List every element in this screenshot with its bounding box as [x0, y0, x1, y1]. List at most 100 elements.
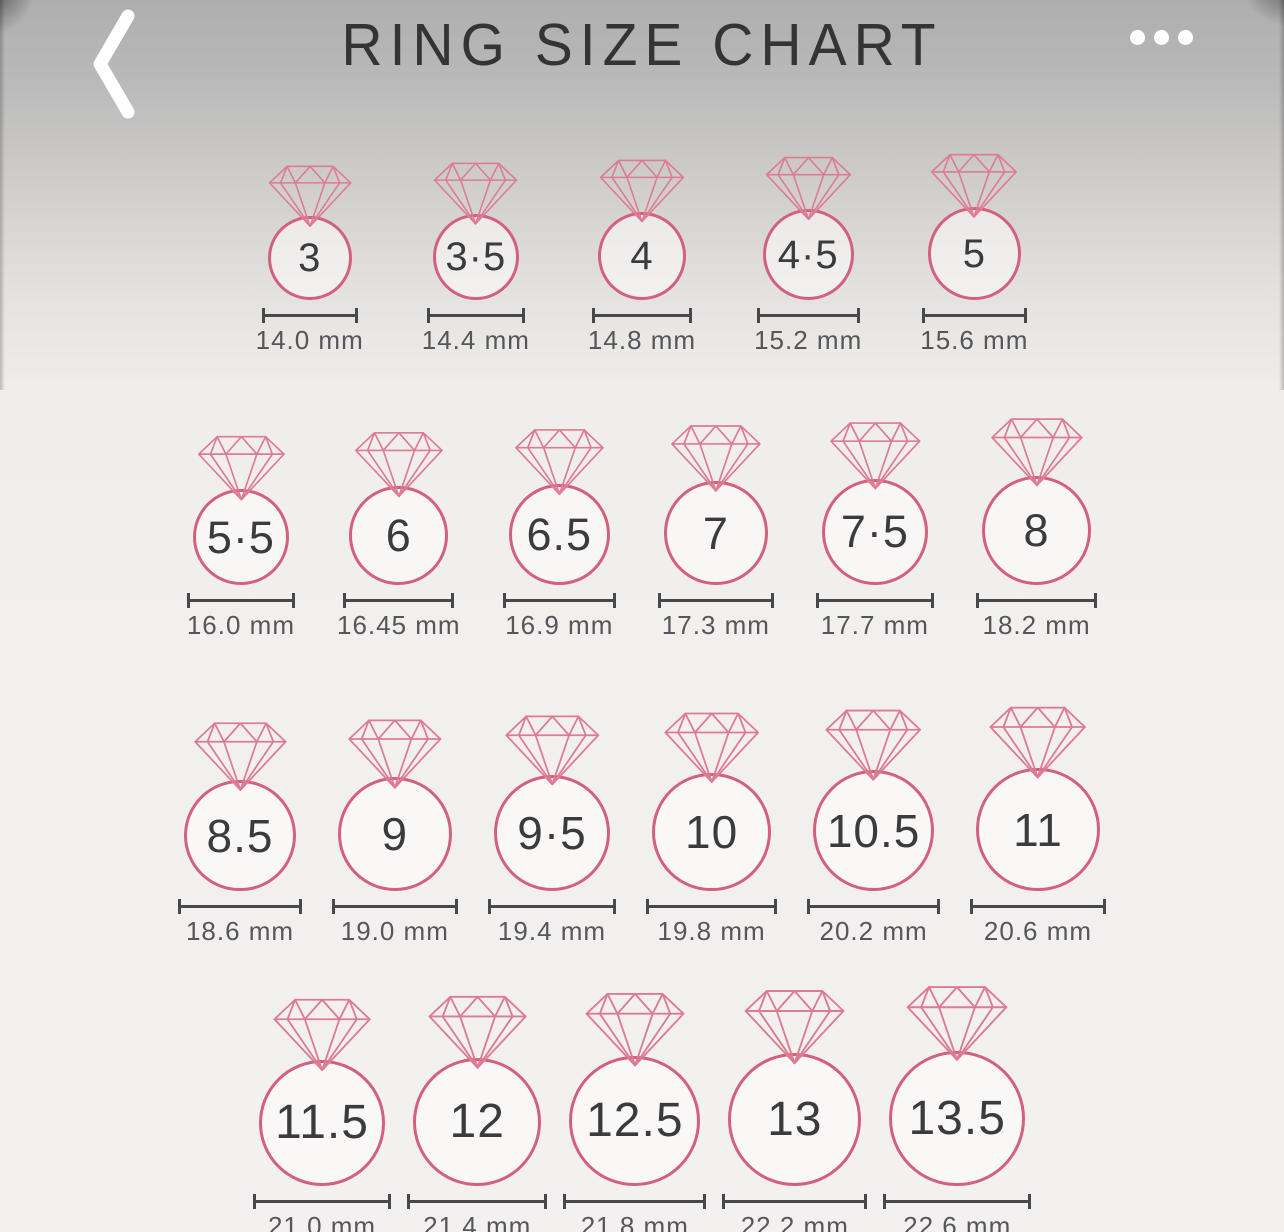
ring-size-number: 6	[385, 510, 412, 562]
ring-size-item: 5 15.6 mm	[920, 146, 1028, 353]
ring-size-number: 13.5	[908, 1091, 1006, 1145]
diameter-measure-line	[722, 1194, 868, 1210]
ring-size-number: 9	[381, 808, 409, 861]
diamond-icon	[354, 432, 443, 498]
diameter-measure-line	[253, 1194, 392, 1210]
ring-size-item: 13 22.2 mm	[722, 981, 868, 1232]
ring-size-item: 8.5 18.6 mm	[178, 714, 302, 944]
ring-size-number: 7	[702, 507, 729, 559]
diamond-icon	[599, 159, 685, 223]
diameter-label: 14.0 mm	[255, 325, 364, 356]
more-options-icon[interactable]	[1130, 30, 1193, 45]
diameter-measure-line	[261, 308, 358, 324]
ring-size-number: 3·5	[445, 235, 507, 280]
diameter-label: 21.8 mm	[580, 1211, 689, 1232]
ring-band: 5·5	[192, 489, 289, 586]
diameter-label: 14.4 mm	[421, 325, 530, 356]
dot	[1178, 30, 1193, 45]
ring-size-number: 5	[962, 231, 986, 276]
ring-size-number: 10	[685, 806, 739, 858]
diamond-icon	[348, 718, 442, 789]
diamond-icon	[990, 418, 1083, 487]
ring-size-item: 6.5 16.9 mm	[502, 421, 616, 641]
ring-size-item: 4 14.8 mm	[588, 152, 696, 353]
diameter-label: 16.45 mm	[336, 610, 461, 641]
diamond-icon	[268, 165, 352, 228]
ring-size-number: 13	[767, 1092, 823, 1146]
ring-size-number: 6.5	[526, 508, 593, 560]
ring-size-item: 5·5 16.0 mm	[186, 428, 295, 641]
diamond-icon	[585, 992, 685, 1067]
ring-band: 13.5	[889, 1050, 1025, 1187]
ring-size-item: 7 17.3 mm	[657, 417, 774, 641]
ring-size-number: 10.5	[826, 804, 921, 857]
ring-size-item: 12 21.4 mm	[407, 987, 548, 1232]
diameter-label: 15.2 mm	[754, 325, 863, 356]
ring-band: 9	[337, 777, 452, 892]
chart-row: 3 14.0 mm 3·5 14.4 mm 4 14.8 mm	[0, 146, 1284, 353]
diameter-label: 21.0 mm	[267, 1211, 377, 1232]
ring-band: 8	[981, 475, 1092, 586]
diameter-measure-line	[331, 899, 458, 915]
viewer-header: RING SIZE CHART	[0, 0, 1284, 130]
diameter-measure-line	[426, 308, 526, 324]
diameter-measure-line	[563, 1194, 707, 1210]
ring-band: 13	[728, 1053, 862, 1187]
diameter-label: 16.0 mm	[186, 610, 295, 641]
diamond-icon	[193, 722, 287, 791]
ring-size-number: 8.5	[206, 809, 274, 862]
ring-band: 8.5	[184, 779, 296, 892]
chart-row: 5·5 16.0 mm 6 16.45 mm 6.5 16.9 mm	[0, 410, 1284, 638]
ring-band: 5	[927, 206, 1022, 301]
ring-size-number: 12	[449, 1095, 505, 1149]
ring-band: 10	[652, 772, 771, 892]
diamond-icon	[825, 709, 922, 781]
ring-band: 7·5	[821, 478, 928, 586]
diamond-icon	[273, 998, 371, 1071]
diamond-icon	[906, 986, 1008, 1062]
diameter-label: 17.3 mm	[661, 610, 770, 641]
diameter-measure-line	[975, 593, 1098, 609]
ring-size-item: 9 19.0 mm	[331, 711, 458, 944]
diameter-label: 21.4 mm	[423, 1211, 532, 1232]
diameter-label: 20.2 mm	[819, 916, 928, 947]
diameter-label: 15.6 mm	[920, 325, 1029, 356]
ring-band: 6	[349, 486, 449, 586]
back-chevron-icon[interactable]	[88, 8, 140, 120]
ring-size-item: 13.5 22.6 mm	[883, 977, 1031, 1232]
diameter-label: 22.6 mm	[903, 1211, 1012, 1232]
diameter-label: 22.2 mm	[740, 1211, 849, 1232]
ring-size-item: 7·5 17.7 mm	[815, 414, 934, 638]
ring-size-item: 4·5 15.2 mm	[754, 149, 862, 353]
ring-size-item: 3·5 14.4 mm	[422, 155, 530, 353]
ring-size-number: 3	[298, 236, 322, 281]
diamond-icon	[765, 156, 851, 221]
ring-size-number: 4·5	[777, 232, 839, 277]
ring-band: 12	[413, 1057, 542, 1187]
diameter-measure-line	[921, 308, 1028, 324]
ring-band: 11	[976, 767, 1100, 892]
ring-size-number: 8	[1023, 504, 1050, 556]
diameter-label: 20.6 mm	[983, 916, 1093, 947]
diameter-measure-line	[815, 593, 934, 609]
diameter-measure-line	[178, 899, 302, 915]
diameter-measure-line	[756, 308, 860, 324]
ring-band: 11.5	[259, 1060, 386, 1187]
diameter-measure-line	[883, 1194, 1031, 1210]
diameter-measure-line	[186, 593, 295, 609]
diameter-label: 16.9 mm	[505, 610, 614, 641]
diameter-measure-line	[407, 1194, 548, 1210]
ring-size-number: 12.5	[586, 1093, 684, 1147]
diamond-icon	[931, 153, 1018, 218]
chart-row: 11.5 21.0 mm 12 21.4 mm 12.5 21.8 mm	[0, 977, 1284, 1232]
ring-band: 6.5	[508, 483, 610, 586]
ring-size-item: 12.5 21.8 mm	[563, 984, 707, 1232]
ring-size-item: 10.5 20.2 mm	[807, 701, 941, 947]
ring-size-item: 9·5 19.4 mm	[487, 707, 617, 947]
diameter-measure-line	[591, 308, 693, 324]
ring-band: 10.5	[813, 770, 935, 892]
ring-size-number: 7·5	[840, 506, 909, 558]
diameter-label: 19.4 mm	[497, 916, 607, 947]
